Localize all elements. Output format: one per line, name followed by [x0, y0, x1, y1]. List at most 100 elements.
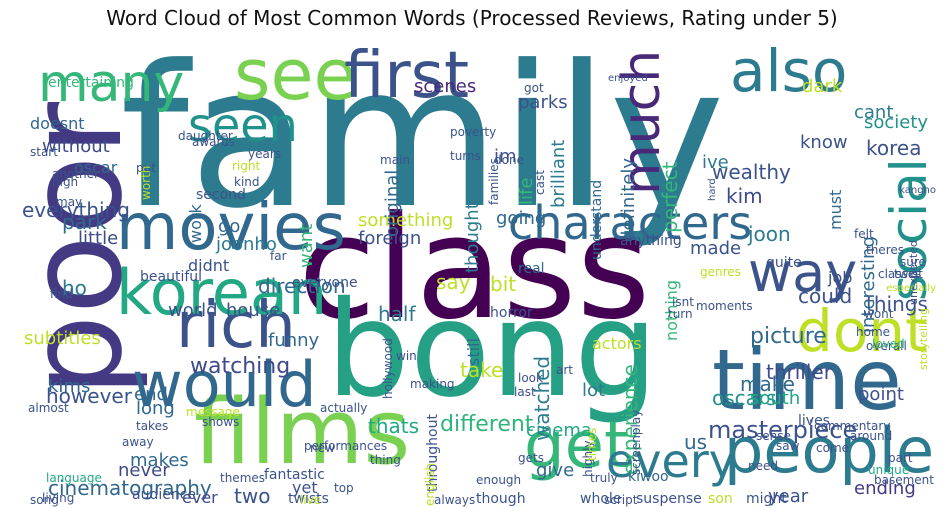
- word-performances: performances: [304, 439, 388, 453]
- word-made: made: [690, 238, 742, 259]
- word-takes: takes: [136, 419, 169, 433]
- word-commentary: commentary: [814, 419, 891, 433]
- word-awards: awards: [192, 135, 236, 149]
- word-sense: sense: [756, 429, 791, 443]
- word-could: could: [798, 284, 853, 308]
- word-turn: turn: [668, 307, 693, 321]
- word-hard: hard: [707, 178, 718, 201]
- word-art: art: [556, 363, 573, 377]
- word-take: take: [460, 358, 504, 382]
- word-enough: enough: [476, 473, 522, 487]
- word-overall: overall: [866, 339, 907, 353]
- word-films: films: [194, 380, 411, 485]
- word-gets: gets: [518, 451, 544, 465]
- word-wealthy: wealthy: [712, 160, 791, 184]
- word-would: would: [132, 348, 317, 421]
- word-everything: everything: [22, 198, 130, 222]
- word-ever: ever: [182, 488, 218, 507]
- word-doesnt: doesnt: [30, 114, 85, 133]
- word-far: far: [270, 249, 287, 263]
- word-end: end: [134, 384, 168, 405]
- word-world: world: [168, 300, 218, 321]
- word-something: something: [358, 210, 454, 231]
- word-thriller: thriller: [766, 360, 832, 384]
- word-never: never: [118, 460, 170, 481]
- word-theres: theres: [866, 243, 904, 257]
- word-though: though: [476, 491, 526, 507]
- word-ending: ending: [854, 478, 916, 499]
- word-sure: sure: [900, 255, 926, 269]
- word-cloud: family class bong poor films time see first movi…: [0, 24, 938, 508]
- word-family: family: [120, 24, 725, 252]
- word-cinematography: cinematography: [48, 476, 212, 500]
- word-main: main: [380, 153, 410, 167]
- word-entertaining: entertaining: [48, 75, 134, 91]
- word-making: making: [410, 377, 455, 391]
- word-whole: whole: [580, 491, 622, 507]
- word-poverty: poverty: [450, 125, 497, 139]
- word-truly: truly: [590, 471, 618, 485]
- word-characters: characters: [508, 196, 753, 250]
- word-korean: korean: [116, 256, 328, 329]
- word-lives: lives: [798, 413, 830, 429]
- word-second: second: [196, 187, 246, 203]
- word-thought: thought: [462, 202, 483, 273]
- word-script: script: [604, 493, 638, 507]
- word-however: however: [46, 384, 132, 408]
- word-didnt: didnt: [188, 256, 230, 275]
- word-bong: bong: [326, 273, 658, 427]
- word-message: message: [186, 405, 240, 419]
- word-cinema: cinema: [526, 420, 592, 441]
- word-joonho: joonho: [216, 234, 277, 255]
- word-definitely: definitely: [618, 158, 639, 243]
- word-two: two: [234, 484, 271, 508]
- word-im: im: [494, 146, 517, 167]
- word-beautiful: beautiful: [140, 269, 203, 285]
- word-part: part: [888, 451, 913, 465]
- word-south: south: [750, 388, 801, 409]
- word-twists: twists: [288, 491, 329, 507]
- word-moments: moments: [696, 299, 753, 313]
- word-quite: quite: [766, 255, 802, 271]
- word-go: go: [218, 216, 241, 237]
- word-horror: horror: [490, 305, 533, 321]
- word-direction: direction: [258, 274, 346, 298]
- word-half: half: [378, 302, 416, 326]
- word-perfect: perfect: [658, 162, 682, 234]
- word-cast: cast: [533, 170, 547, 195]
- word-unexpected: unexpected: [907, 240, 920, 305]
- word-time: time: [712, 331, 902, 429]
- word-every: every: [606, 434, 736, 488]
- word-start: start: [30, 145, 58, 159]
- word-park: park: [62, 210, 107, 234]
- word-us: us: [684, 430, 708, 454]
- word-picture: picture: [750, 324, 827, 349]
- word-need: need: [748, 459, 778, 473]
- word-might: might: [746, 491, 787, 507]
- word-year: year: [768, 486, 809, 507]
- word-want: want: [296, 224, 317, 269]
- word-enjoyed: enjoyed: [608, 73, 648, 84]
- word-must: must: [826, 190, 845, 231]
- word-find: find: [50, 287, 73, 301]
- word-subtitles: subtitles: [24, 328, 101, 349]
- word-foreign: foreign: [358, 228, 422, 249]
- word-funny: funny: [268, 330, 320, 351]
- word-dont: dont: [796, 297, 928, 365]
- word-without: without: [42, 136, 110, 157]
- word-always: always: [434, 493, 476, 507]
- word-know: know: [800, 132, 848, 153]
- word-lot: lot: [582, 380, 606, 401]
- word-got: got: [524, 81, 544, 95]
- word-going: going: [496, 208, 547, 229]
- word-kim: kim: [726, 184, 763, 208]
- word-work: work: [186, 204, 205, 243]
- word-job: job: [828, 268, 853, 287]
- word-shows: shows: [202, 415, 240, 429]
- word-still: still: [464, 338, 483, 366]
- word-last: last: [514, 385, 536, 399]
- word-class: class: [298, 186, 651, 351]
- word-live: live: [300, 493, 322, 507]
- word-top: top: [334, 481, 354, 495]
- word-around: around: [850, 429, 893, 443]
